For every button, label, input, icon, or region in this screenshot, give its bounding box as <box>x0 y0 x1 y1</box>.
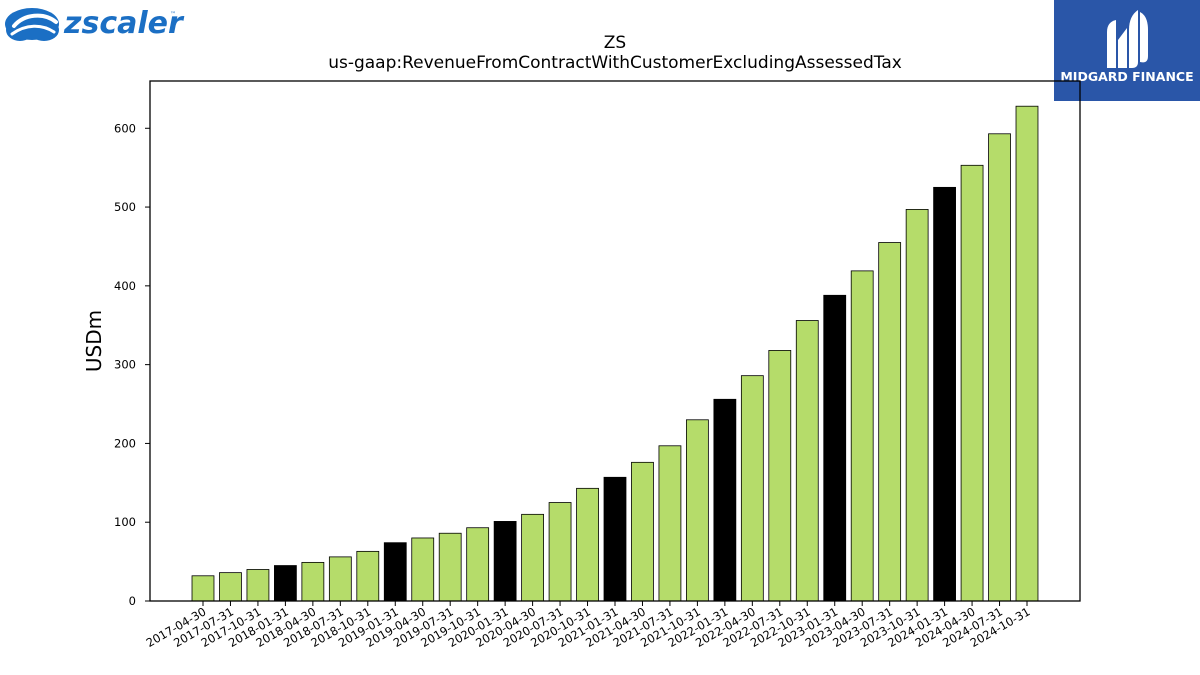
x-tick-label: 2022-04-30 <box>693 604 758 650</box>
bar-2020-04-30 <box>521 513 544 602</box>
x-tick-label: 2023-01-31 <box>775 604 840 650</box>
chart-title: ZS <box>604 33 626 53</box>
x-tick-label: 2024-10-31 <box>968 604 1033 650</box>
y-tick-label: 200 <box>114 436 136 450</box>
y-tick-label: 500 <box>114 200 136 214</box>
trademark-icon: ™ <box>170 11 176 18</box>
midgard-logo-graphic: MIDGARD FINANCE <box>1060 10 1194 84</box>
bar-2020-07-31 <box>548 502 572 602</box>
x-tick-label: 2024-01-31 <box>885 604 950 650</box>
bar-2019-10-31 <box>466 527 490 602</box>
bar-2024-04-30 <box>960 164 984 602</box>
x-tick-label: 2024-04-30 <box>913 604 978 650</box>
x-tick-label: 2019-07-31 <box>391 604 456 650</box>
bar-2021-01-31 <box>603 476 627 602</box>
y-tick-label: 100 <box>114 515 136 529</box>
x-tick-label: 2017-10-31 <box>199 604 264 650</box>
bar-2019-01-31 <box>383 542 407 602</box>
midgard-finance-logo: MIDGARD FINANCE <box>1054 0 1200 101</box>
x-tick-label: 2022-10-31 <box>748 604 813 650</box>
x-tick-label: 2020-10-31 <box>528 604 593 650</box>
bar-2024-01-31 <box>933 186 956 602</box>
x-tick-label: 2019-01-31 <box>336 604 401 650</box>
x-tick-label: 2022-01-31 <box>665 604 730 650</box>
zscaler-logo: zscaler ™ <box>0 0 190 50</box>
bar-2021-10-31 <box>686 419 709 602</box>
x-tick-label: 2022-07-31 <box>720 604 785 650</box>
x-tick-label: 2021-01-31 <box>556 604 621 650</box>
plot-frame <box>149 80 1081 602</box>
x-tick-label: 2023-10-31 <box>858 604 923 650</box>
x-tick-label: 2020-04-30 <box>473 604 538 650</box>
bar-2019-04-30 <box>411 537 435 602</box>
bar-2018-04-30 <box>301 561 325 602</box>
bar-2017-04-30 <box>191 575 215 602</box>
x-tick-label: 2021-10-31 <box>638 604 703 650</box>
bar-2017-10-31 <box>246 569 270 602</box>
zscaler-logo-graphic: zscaler ™ <box>5 6 185 41</box>
x-tick-label: 2023-07-31 <box>830 604 895 650</box>
x-tick-label: 2018-07-31 <box>281 604 346 650</box>
bar-2017-07-31 <box>219 572 242 602</box>
bar-2019-07-31 <box>438 532 462 602</box>
x-tick-label: 2017-04-30 <box>144 604 209 650</box>
x-tick-label: 2018-01-31 <box>226 604 291 650</box>
bars-group <box>191 105 1039 602</box>
midgard-emblem-icon <box>1107 10 1148 68</box>
bar-2022-01-31 <box>713 398 737 602</box>
zscaler-cloud-icon <box>5 8 59 41</box>
x-tick-label: 2024-07-31 <box>940 604 1005 650</box>
bar-2018-10-31 <box>356 550 380 602</box>
bar-2020-10-31 <box>576 487 599 602</box>
midgard-logo-text: MIDGARD FINANCE <box>1060 69 1193 84</box>
x-tick-label: 2017-07-31 <box>171 604 236 650</box>
bar-2018-07-31 <box>328 556 352 602</box>
bar-2024-07-31 <box>988 133 1011 602</box>
bar-2023-07-31 <box>878 242 902 602</box>
x-axis-ticks: 2017-04-302017-07-312017-10-312018-01-31… <box>144 601 1033 650</box>
x-tick-label: 2021-04-30 <box>583 604 648 650</box>
x-tick-label: 2020-01-31 <box>446 604 511 650</box>
bar-2022-07-31 <box>768 350 792 602</box>
x-tick-label: 2020-07-31 <box>501 604 566 650</box>
bar-2024-10-31 <box>1015 105 1039 602</box>
y-axis-label: USDm <box>82 310 106 372</box>
bar-2022-10-31 <box>795 320 819 602</box>
bar-2018-01-31 <box>274 565 297 602</box>
bar-2023-04-30 <box>850 270 874 602</box>
y-tick-label: 300 <box>114 358 136 372</box>
y-tick-label: 600 <box>114 121 136 135</box>
x-tick-label: 2019-10-31 <box>418 604 483 650</box>
x-tick-label: 2019-04-30 <box>363 604 428 650</box>
x-tick-label: 2021-07-31 <box>611 604 676 650</box>
bar-2021-07-31 <box>658 445 682 602</box>
bar-2022-04-30 <box>740 375 764 602</box>
zscaler-logo-text: zscaler <box>63 6 185 41</box>
chart-subtitle: us-gaap:RevenueFromContractWithCustomerE… <box>328 53 902 73</box>
x-tick-label: 2023-04-30 <box>803 604 868 650</box>
y-axis-ticks: 0 100 200 300 400 500 600 <box>114 121 150 608</box>
x-tick-label: 2018-10-31 <box>308 604 373 650</box>
y-tick-label: 0 <box>129 594 136 608</box>
bar-2020-01-31 <box>493 521 517 602</box>
bar-2021-04-30 <box>631 461 654 602</box>
bar-2023-10-31 <box>905 209 929 602</box>
x-tick-label: 2018-04-30 <box>253 604 318 650</box>
bar-2023-01-31 <box>823 294 847 602</box>
y-tick-label: 400 <box>114 279 136 293</box>
